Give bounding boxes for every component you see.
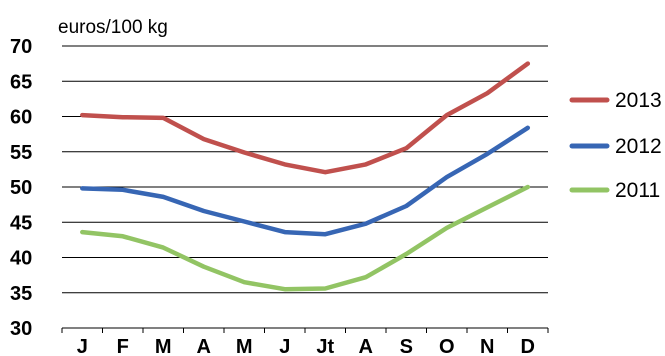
x-tick-label-7: Jt (316, 336, 334, 356)
x-tick-label-6: J (279, 336, 290, 356)
legend-label-2011: 2011 (615, 179, 660, 202)
y-tick-label-65: 65 (10, 71, 32, 93)
unit-label: euros/100 kg (58, 17, 168, 38)
series-line-2012 (80, 125, 531, 237)
legend-label-2013: 2013 (615, 89, 662, 112)
x-tick-label-2: F (117, 336, 129, 356)
x-tick-label-8: A (359, 336, 373, 356)
y-tick-label-70: 70 (10, 36, 32, 58)
series-lines (80, 61, 531, 292)
y-tick-label-35: 35 (10, 283, 32, 305)
x-tick-label-5: M (236, 336, 253, 356)
x-tick-label-1: J (77, 336, 88, 356)
x-tick-label-12: D (521, 336, 535, 356)
x-axis (61, 327, 549, 333)
y-tick-label-60: 60 (10, 107, 32, 129)
legend-label-2012: 2012 (615, 135, 662, 158)
y-tick-label-40: 40 (10, 248, 32, 270)
y-tick-label-30: 30 (10, 318, 32, 340)
series-line-2013 (80, 61, 531, 175)
x-tick-label-3: M (155, 336, 172, 356)
x-tick-label-4: A (197, 336, 211, 356)
x-tick-label-10: O (439, 336, 455, 356)
tick-labels: 30 35 40 45 50 55 60 65 70 J F M A M J Jt A S O N D (10, 36, 535, 356)
y-tick-label-45: 45 (10, 212, 32, 234)
legend: 2013 2012 2011 (569, 89, 662, 202)
y-tick-label-55: 55 (10, 142, 32, 164)
y-tick-label-50: 50 (10, 177, 32, 199)
series-line-2011 (80, 184, 531, 292)
x-tick-label-9: S (400, 336, 413, 356)
x-tick-label-11: N (480, 336, 494, 356)
